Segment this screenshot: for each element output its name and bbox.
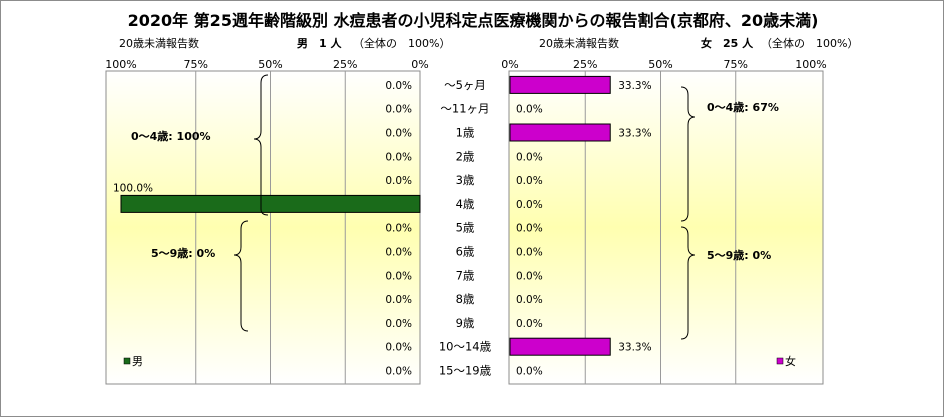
category-label: 5歳 <box>456 221 475 235</box>
category-label: ～11ヶ月 <box>440 102 489 116</box>
left-value-label: 0.0% <box>385 270 412 282</box>
right-value-label: 0.0% <box>516 366 543 378</box>
right-value-label: 0.0% <box>516 223 543 235</box>
right-value-label: 0.0% <box>516 270 543 282</box>
left-legend-label: 男 <box>132 355 143 368</box>
right-xtick-label: 75% <box>724 58 748 71</box>
right-value-label: 33.3% <box>618 342 651 354</box>
category-label: 1歳 <box>456 126 475 140</box>
right-legend-swatch <box>776 357 784 365</box>
category-label: 8歳 <box>456 292 475 306</box>
right-value-label: 0.0% <box>516 199 543 211</box>
left-xtick-label: 25% <box>333 58 357 71</box>
left-xtick-label: 100% <box>105 58 136 71</box>
right-xtick-label: 100% <box>795 58 826 71</box>
left-xtick-label: 50% <box>258 58 282 71</box>
right-xtick-label: 25% <box>573 58 597 71</box>
left-annotation-5-9: 5～9歳: 0% <box>151 246 215 260</box>
right-brace-5-9 <box>680 226 696 340</box>
left-annotation-0-4: 0～4歳: 100% <box>131 129 211 143</box>
category-label: 15～19歳 <box>439 364 492 378</box>
category-label: 9歳 <box>456 316 475 330</box>
left-brace-5-9 <box>233 220 249 332</box>
category-label: 4歳 <box>456 197 475 211</box>
right-bar <box>509 123 611 142</box>
right-legend-label: 女 <box>785 354 796 368</box>
left-xtick-label: 0% <box>411 58 428 71</box>
left-value-label: 0.0% <box>385 366 412 378</box>
left-subtitle-label: 20歳未満報告数 <box>119 37 199 50</box>
right-annotation-0-4: 0～4歳: 67% <box>707 100 779 114</box>
left-bar <box>120 194 421 213</box>
right-value-label: 33.3% <box>618 128 651 140</box>
left-subtitle-count: 男 1 人 <box>297 36 342 50</box>
right-value-label: 0.0% <box>516 104 543 116</box>
right-subtitle-label: 20歳未満報告数 <box>539 37 619 50</box>
right-value-label: 0.0% <box>516 247 543 259</box>
left-value-label: 0.0% <box>385 80 412 92</box>
right-value-label: 0.0% <box>516 175 543 187</box>
right-xtick-label: 0% <box>501 58 518 71</box>
right-value-label: 0.0% <box>516 294 543 306</box>
left-value-label: 100.0% <box>113 182 153 194</box>
right-brace-0-4 <box>680 86 696 222</box>
right-value-label: 0.0% <box>516 151 543 163</box>
left-brace-0-4 <box>253 74 269 216</box>
left-legend-swatch <box>123 357 131 365</box>
category-label: ～5ヶ月 <box>444 78 486 92</box>
right-plot-area <box>508 70 824 385</box>
left-value-label: 0.0% <box>385 223 412 235</box>
left-value-label: 0.0% <box>385 247 412 259</box>
category-label: 6歳 <box>456 245 475 259</box>
right-subtitle-count: 女 25 人 <box>701 36 754 50</box>
left-value-label: 0.0% <box>385 128 412 140</box>
left-value-label: 0.0% <box>385 294 412 306</box>
left-value-label: 0.0% <box>385 151 412 163</box>
category-label: 7歳 <box>456 268 475 282</box>
left-plot-area <box>105 70 421 385</box>
left-value-label: 0.0% <box>385 175 412 187</box>
left-subtitle-total: （全体の 100%） <box>353 36 450 50</box>
right-value-label: 0.0% <box>516 318 543 330</box>
category-label: 3歳 <box>456 173 475 187</box>
right-bar <box>509 75 611 94</box>
right-subtitle-total: （全体の 100%） <box>761 36 858 50</box>
right-bar <box>509 337 611 356</box>
left-value-label: 0.0% <box>385 318 412 330</box>
left-value-label: 0.0% <box>385 104 412 116</box>
category-label: 10～14歳 <box>439 340 492 354</box>
right-xtick-label: 50% <box>648 58 672 71</box>
left-value-label: 0.0% <box>385 342 412 354</box>
right-value-label: 33.3% <box>618 80 651 92</box>
category-label: 2歳 <box>456 149 475 163</box>
chart-title: 2020年 第25週年齢階級別 水痘患者の小児科定点医療機関からの報告割合(京都… <box>127 11 819 30</box>
right-annotation-5-9: 5～9歳: 0% <box>707 248 771 262</box>
left-xtick-label: 75% <box>184 58 208 71</box>
